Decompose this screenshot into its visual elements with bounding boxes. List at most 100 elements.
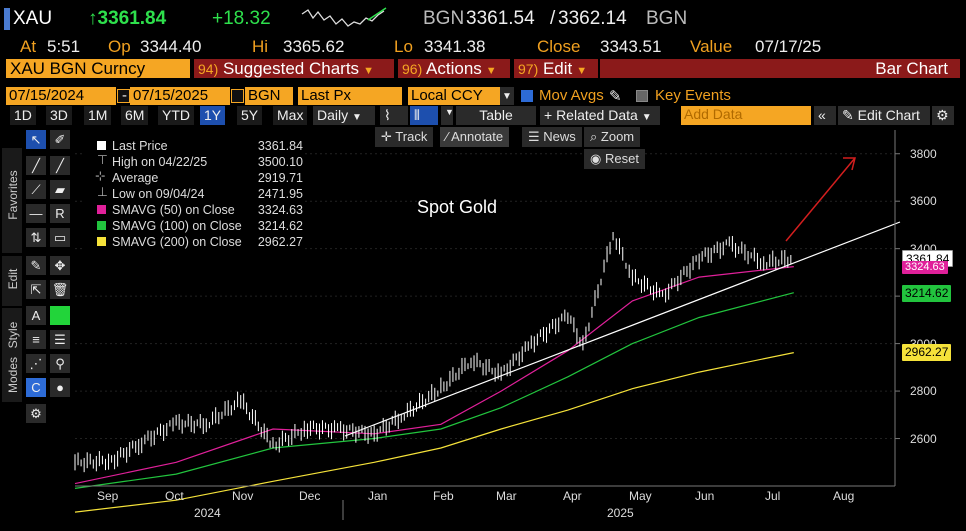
trendline-icon[interactable]: ╱ <box>26 156 46 175</box>
ray-icon[interactable]: ╱ <box>50 156 70 175</box>
security-field[interactable]: XAU BGN Curncy <box>6 59 190 78</box>
legend-sma200: SMAVG (200) on Close 2962.27 <box>89 234 305 250</box>
line-style-icon[interactable]: ☰ <box>50 330 70 349</box>
legend-high: ⊤ High on 04/22/25 3500.10 <box>89 153 305 170</box>
horizontal-line-icon[interactable]: — <box>26 204 46 223</box>
mov-avgs-checkbox[interactable] <box>521 90 533 102</box>
currency-select[interactable]: Local CCY <box>408 87 508 106</box>
at-label: At <box>20 37 37 56</box>
color-picker-icon[interactable] <box>50 306 70 325</box>
settings-gear-icon[interactable]: ⚙ <box>26 404 46 423</box>
table-button[interactable]: Table <box>456 106 536 125</box>
key-events-checkbox[interactable] <box>636 90 648 102</box>
key-events-label[interactable]: Key Events <box>655 87 731 104</box>
range-5y[interactable]: 5Y <box>237 106 263 125</box>
value-date: 07/17/25 <box>755 37 822 56</box>
edit-menu[interactable]: 97) Edit ▼ <box>514 59 598 78</box>
legend-label: SMAVG (200) on Close <box>112 235 242 249</box>
rectangle-icon[interactable]: ▭ <box>50 228 70 247</box>
calendar-icon[interactable] <box>231 89 244 103</box>
channel-icon[interactable]: ▰ <box>50 180 70 199</box>
track-tool[interactable]: ✛ Track <box>375 127 434 147</box>
range-ytd[interactable]: YTD <box>158 106 194 125</box>
x-tick-label: Oct <box>165 489 184 503</box>
x-tick-label: Jan <box>368 489 388 503</box>
move-icon[interactable]: ✥ <box>50 256 70 275</box>
range-1m[interactable]: 1M <box>84 106 112 125</box>
value-label: Value <box>690 37 733 56</box>
range-1d[interactable]: 1D <box>10 106 36 125</box>
mov-avgs-label[interactable]: Mov Avgs <box>539 87 604 104</box>
news-label: News <box>543 129 576 144</box>
pen-icon[interactable]: ✐ <box>50 130 70 149</box>
spot-gold-annotation[interactable]: Spot Gold <box>417 197 498 217</box>
suggested-charts-menu[interactable]: 94) Suggested Charts ▼ <box>194 59 394 78</box>
period-select[interactable]: Daily ▼ <box>313 106 375 125</box>
legend-value: 3361.84 <box>257 139 303 153</box>
field-select[interactable]: Last Px <box>298 87 402 106</box>
text-style-icon[interactable]: A <box>26 306 46 325</box>
cycle-mode-icon[interactable]: C <box>26 378 46 397</box>
edit-chart-button[interactable]: ✎ Edit Chart <box>838 106 930 125</box>
select-icon[interactable]: ⇱ <box>26 280 46 299</box>
y-tick-label: 3600 <box>910 194 937 208</box>
x-tick-label: Nov <box>232 489 254 503</box>
reset-tool[interactable]: ◉ Reset <box>584 149 645 169</box>
pointer-icon[interactable]: ↖ <box>26 130 46 149</box>
crosshair-icon: ✛ <box>381 129 392 144</box>
crosshair-mode-icon[interactable]: ⋰ <box>26 354 46 373</box>
add-data-input[interactable]: Add Data <box>681 106 811 125</box>
low-value: 3341.38 <box>424 37 486 56</box>
bar-chart-icon[interactable]: ⫴ <box>410 106 438 125</box>
source-input[interactable]: BGN <box>245 87 293 106</box>
range-6m[interactable]: 6M <box>121 106 149 125</box>
brush-icon[interactable]: ✎ <box>26 256 46 275</box>
line-chart-icon[interactable]: ⌇ <box>380 106 408 125</box>
legend-label: SMAVG (50) on Close <box>112 203 235 217</box>
tab-edit[interactable]: Edit <box>2 256 22 306</box>
series-line-smavg-100- <box>74 292 794 489</box>
range-3d[interactable]: 3D <box>46 106 72 125</box>
palette-icon[interactable]: ● <box>50 378 70 397</box>
annotate-tool[interactable]: ⁄ Annotate <box>440 127 510 147</box>
series-line-smavg-200- <box>74 352 794 513</box>
tab-favorites[interactable]: Favorites <box>2 148 22 253</box>
legend-value: 2962.27 <box>257 235 303 249</box>
range-max[interactable]: Max <box>273 106 308 125</box>
gear-icon[interactable]: ⚙ <box>932 106 954 125</box>
calendar-icon[interactable] <box>117 89 130 103</box>
zoom-tool[interactable]: ⌕ Zoom <box>584 127 641 147</box>
magnet-icon[interactable]: ⚲ <box>50 354 70 373</box>
settings-bar: 07/15/2024 - 07/15/2025 BGN Last Px Loca… <box>0 87 966 107</box>
retracement-icon[interactable]: R <box>50 204 70 223</box>
magnifier-icon: ⌕ <box>590 129 598 144</box>
line-segment-icon[interactable]: ⟋ <box>26 180 46 199</box>
fibonacci-icon[interactable]: ⇅ <box>26 228 46 247</box>
high-value: 3365.62 <box>283 37 345 56</box>
actions-menu[interactable]: 96) Actions ▼ <box>398 59 510 78</box>
related-data-menu[interactable]: + Related Data ▼ <box>540 106 660 125</box>
net-change: +18.32 <box>212 8 271 29</box>
tab-modes[interactable]: Modes <box>2 354 22 402</box>
chevron-down-icon[interactable]: ▼ <box>500 87 514 106</box>
start-date-input[interactable]: 07/15/2024 <box>6 87 116 106</box>
period-label: Daily <box>317 107 349 123</box>
date-range-dash: - <box>122 87 127 104</box>
reset-icon: ◉ <box>590 151 602 166</box>
legend-label: SMAVG (100) on Close <box>112 219 242 233</box>
open-value: 3344.40 <box>140 37 202 56</box>
x-tick-label: Sep <box>97 489 119 503</box>
collapse-left-icon[interactable]: « <box>814 106 836 125</box>
pencil-icon[interactable]: ✎ <box>609 88 622 105</box>
news-tool[interactable]: ☰ News <box>522 127 582 147</box>
trash-icon[interactable]: 🗑 <box>50 280 70 299</box>
close-label: Close <box>537 37 581 56</box>
ticker-symbol[interactable]: XAU <box>4 8 53 30</box>
tab-style[interactable]: Style <box>2 308 22 368</box>
line-weight-icon[interactable]: ≡ <box>26 330 46 349</box>
sparkline-icon <box>301 7 387 27</box>
range-1y[interactable]: 1Y <box>200 106 226 125</box>
end-date-input[interactable]: 07/15/2025 <box>130 87 230 106</box>
chevron-down-icon[interactable]: ▼ <box>441 106 454 125</box>
